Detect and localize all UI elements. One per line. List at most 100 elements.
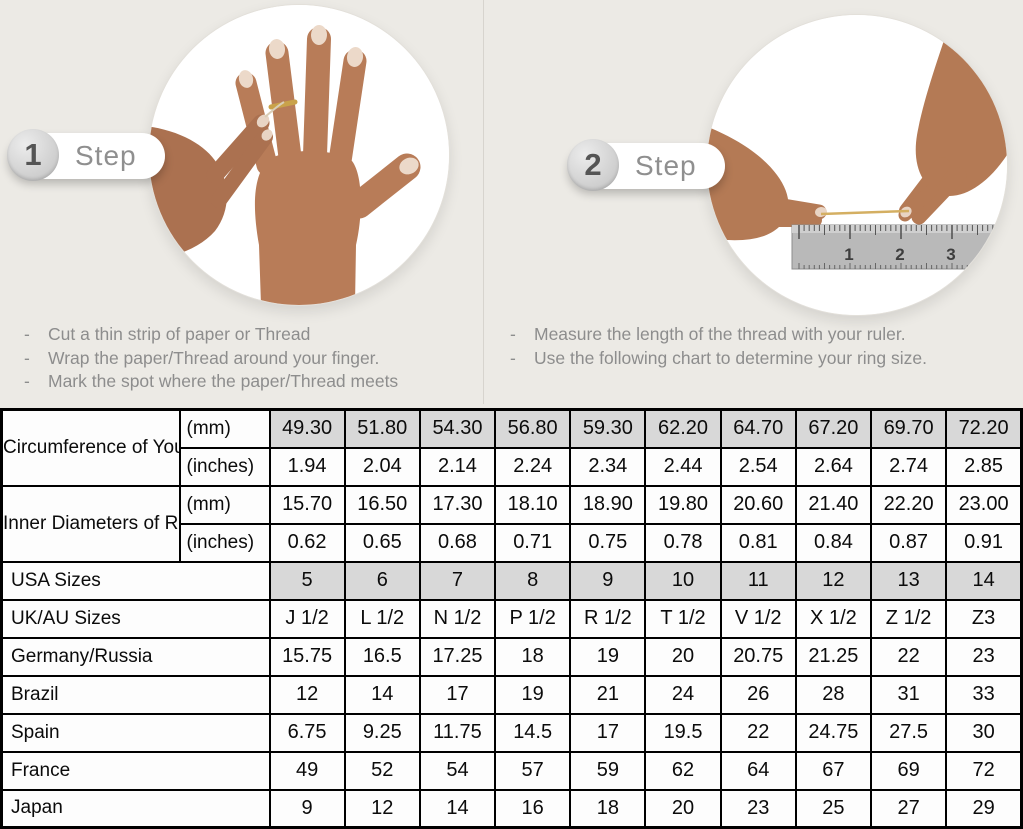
size-value-cell: 24 xyxy=(644,674,722,715)
size-system-label: France xyxy=(0,750,271,791)
bullet-dash: - xyxy=(24,324,30,344)
bullet-dash: - xyxy=(24,371,30,391)
size-value-cell: 16 xyxy=(494,788,572,829)
size-value-cell: 33 xyxy=(945,674,1023,715)
size-value-cell: 12 xyxy=(794,560,873,601)
size-value-cell: 28 xyxy=(794,674,873,715)
row-group-label: Circumference of Your Finger xyxy=(0,408,181,487)
step2-number: 2 xyxy=(567,138,619,191)
size-value-cell: 0.81 xyxy=(719,522,797,563)
size-value-cell: 25 xyxy=(794,788,873,829)
size-value-cell: 56.80 xyxy=(494,408,572,449)
size-value-cell: 72.20 xyxy=(945,408,1023,449)
size-value-cell: J 1/2 xyxy=(268,598,346,639)
size-value-cell: 14 xyxy=(343,674,421,715)
bullet-dash: - xyxy=(510,324,516,344)
table-row: Circumference of Your Finger(mm)49.3051.… xyxy=(0,408,1023,487)
size-value-cell: 13 xyxy=(869,560,948,601)
size-value-cell: 67 xyxy=(794,750,873,791)
size-value-cell: 20.60 xyxy=(719,484,797,525)
size-value-cell: 64.70 xyxy=(719,408,797,449)
unit-label: (inches) xyxy=(178,446,271,487)
size-value-cell: 2.85 xyxy=(945,446,1023,487)
size-value-cell: 62.20 xyxy=(644,408,722,449)
size-value-cell: 22 xyxy=(719,712,797,753)
size-value-cell: 20.75 xyxy=(719,636,797,677)
step2-instructions: - Measure the length of the thread with y… xyxy=(506,323,1016,370)
section-divider xyxy=(483,0,484,404)
size-value-cell: 0.65 xyxy=(343,522,421,563)
size-value-cell: N 1/2 xyxy=(418,598,497,639)
table-row: Brazil 12 14 17 19 21 24 26 28 31 33 xyxy=(0,674,1023,715)
size-value-cell: 49.30 xyxy=(268,408,346,449)
size-value-cell: 2.24 xyxy=(494,446,572,487)
size-value-cell: 51.80 xyxy=(343,408,421,449)
size-value-cell: 26 xyxy=(719,674,797,715)
row-group-label: Inner Diameters of Rings xyxy=(0,484,181,563)
step1-photo xyxy=(148,4,450,306)
thread-icon xyxy=(820,209,910,216)
size-value-cell: 0.87 xyxy=(869,522,948,563)
size-value-cell: 23.00 xyxy=(945,484,1023,525)
size-value-cell: 2.04 xyxy=(343,446,421,487)
instruction-line: - Measure the length of the thread with y… xyxy=(506,323,1016,347)
instruction-text: Mark the spot where the paper/Thread mee… xyxy=(48,371,399,391)
size-value-cell: 0.91 xyxy=(945,522,1023,563)
instruction-line: - Cut a thin strip of paper or Thread xyxy=(20,323,480,347)
left-hand xyxy=(707,126,827,241)
size-value-cell: 1.94 xyxy=(268,446,346,487)
size-value-cell: 67.20 xyxy=(794,408,873,449)
size-value-cell: Z3 xyxy=(945,598,1023,639)
table-row: (inches) 0.62 0.65 0.68 0.71 0.75 0.78 0.81 0.84… xyxy=(2,522,1023,563)
size-value-cell: 22.20 xyxy=(869,484,948,525)
size-value-cell: 62 xyxy=(644,750,722,791)
table-row: Spain 6.75 9.25 11.75 14.5 17 19.5 22 24.75 27.5 3… xyxy=(0,712,1023,753)
size-value-cell: 52 xyxy=(343,750,421,791)
size-value-cell: 20 xyxy=(644,636,722,677)
size-value-cell: 11.75 xyxy=(418,712,497,753)
size-value-cell: 0.62 xyxy=(268,522,346,563)
size-value-cell: 59 xyxy=(569,750,647,791)
size-value-cell: 64 xyxy=(719,750,797,791)
ruler-number: 3 xyxy=(946,245,955,264)
size-value-cell: 6.75 xyxy=(268,712,346,753)
size-value-cell: 18 xyxy=(569,788,647,829)
size-value-cell: 17.25 xyxy=(418,636,497,677)
size-value-cell: 59.30 xyxy=(569,408,647,449)
size-value-cell: 7 xyxy=(418,560,497,601)
size-value-cell: P 1/2 xyxy=(494,598,572,639)
table-row: Germany/Russia 15.75 16.5 17.25 18 19 20 20.75 2… xyxy=(0,636,1023,677)
size-value-cell: 54 xyxy=(418,750,497,791)
ruler-icon: 1 2 3 xyxy=(791,224,1007,270)
main-hand xyxy=(235,25,421,305)
size-value-cell: 2.44 xyxy=(644,446,722,487)
size-system-label: Germany/Russia xyxy=(0,636,271,677)
size-value-cell: L 1/2 xyxy=(343,598,421,639)
size-value-cell: 21 xyxy=(569,674,647,715)
size-value-cell: 2.54 xyxy=(719,446,797,487)
size-value-cell: 2.14 xyxy=(418,446,497,487)
size-value-cell: 12 xyxy=(268,674,346,715)
size-value-cell: 23 xyxy=(719,788,797,829)
ruler-measure-illustration: 1 2 3 xyxy=(707,15,1007,315)
size-value-cell: 27.5 xyxy=(869,712,948,753)
size-value-cell: 24.75 xyxy=(794,712,873,753)
size-value-cell: 16.5 xyxy=(343,636,421,677)
size-value-cell: 18 xyxy=(494,636,572,677)
size-value-cell: 8 xyxy=(494,560,572,601)
size-value-cell: 2.34 xyxy=(569,446,647,487)
size-value-cell: 14.5 xyxy=(494,712,572,753)
measurement-guide: 1 2 3 1 Step 2 Step - Cut a thin strip of… xyxy=(0,0,1023,408)
size-value-cell: 16.50 xyxy=(343,484,421,525)
size-value-cell: 0.71 xyxy=(494,522,572,563)
size-value-cell: 9 xyxy=(569,560,647,601)
size-value-cell: 54.30 xyxy=(418,408,497,449)
size-value-cell: 9 xyxy=(268,788,346,829)
size-value-cell: 15.70 xyxy=(268,484,346,525)
size-value-cell: 18.10 xyxy=(494,484,572,525)
size-system-label: Spain xyxy=(0,712,271,753)
unit-label: (inches) xyxy=(178,522,271,563)
size-value-cell: 69.70 xyxy=(869,408,948,449)
ruler-number: 2 xyxy=(895,245,904,264)
size-value-cell: 18.90 xyxy=(569,484,647,525)
